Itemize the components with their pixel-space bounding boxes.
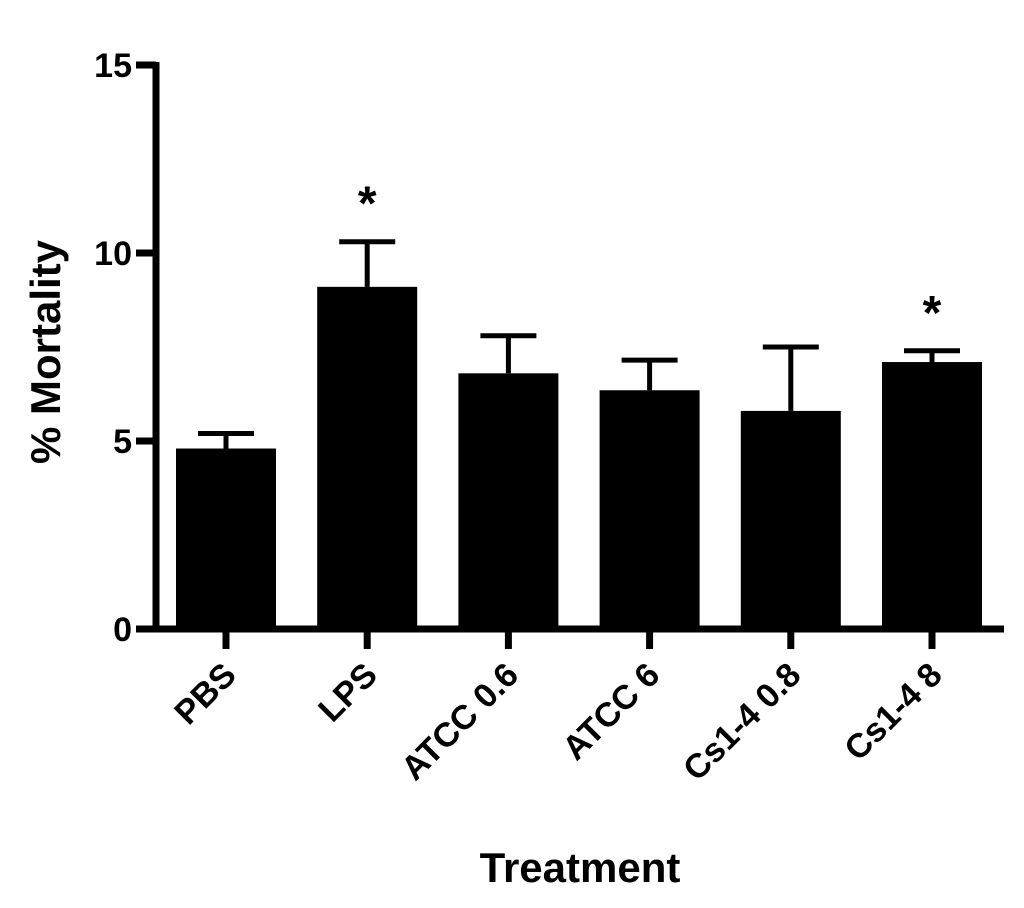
bar-cs1-4-0-8 <box>740 410 841 629</box>
bar-atcc-6 <box>599 390 700 629</box>
bar-cs1-4-8 <box>882 362 982 629</box>
bars-layer <box>176 286 982 629</box>
y-axis-title: % Mortality <box>22 239 69 464</box>
x-tick-label-pbs: PBS <box>167 656 243 732</box>
bar-lps <box>317 286 418 629</box>
x-axis-title: Treatment <box>480 844 681 891</box>
y-tick-label-15: 15 <box>94 47 132 85</box>
significance-star-cs1-4-8: * <box>923 287 942 340</box>
x-tick-label-cs1-4-0-8: Cs1-4 0.8 <box>676 656 808 788</box>
x-tick-label-cs1-4-8: Cs1-4 8 <box>837 656 949 768</box>
x-tick-label-atcc-6: ATCC 6 <box>555 656 667 768</box>
axes-layer <box>152 62 1004 633</box>
bar-pbs <box>176 448 276 629</box>
bar-atcc-0-6 <box>458 373 559 629</box>
significance-star-lps: * <box>358 178 377 231</box>
x-tick-label-lps: LPS <box>311 656 385 730</box>
significance-annotations: ** <box>358 178 942 340</box>
x-ticks-layer: PBS LPS ATCC 0.6 ATCC 6 Cs1-4 0.8 Cs1-4 8 <box>167 629 950 788</box>
error-bars-layer <box>198 239 960 449</box>
y-tick-label-10: 10 <box>94 235 132 273</box>
y-tick-label-5: 5 <box>113 423 132 461</box>
y-tick-label-0: 0 <box>113 611 132 649</box>
x-tick-label-atcc-0-6: ATCC 0.6 <box>394 656 526 788</box>
y-ticks-layer: 0 5 10 15 <box>94 47 156 649</box>
